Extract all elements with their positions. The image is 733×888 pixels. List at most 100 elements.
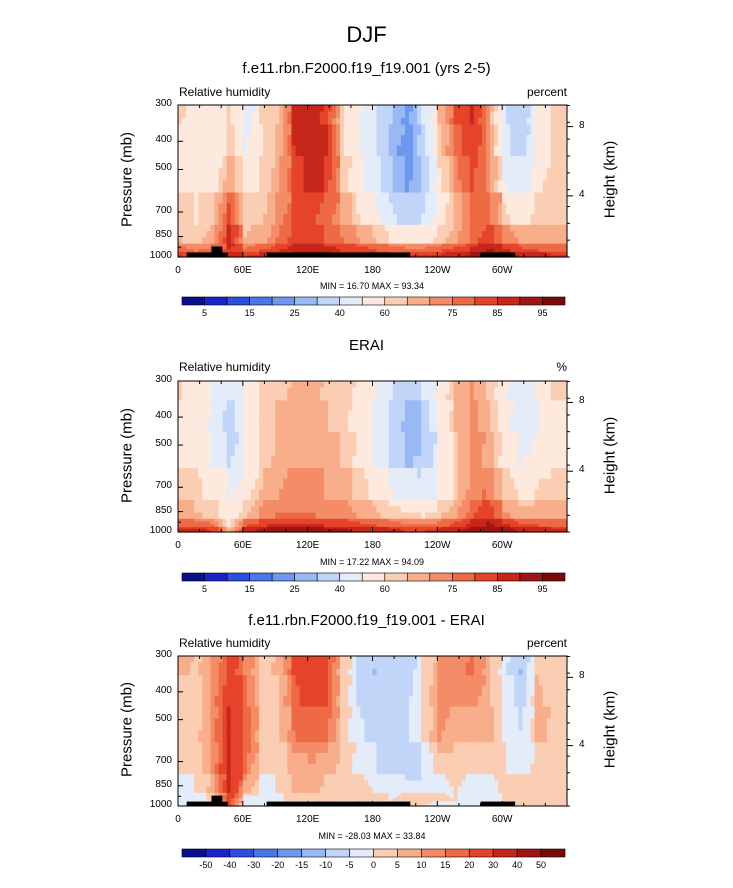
field-cell — [380, 105, 386, 113]
field-cell — [259, 249, 264, 253]
field-cell — [242, 455, 248, 469]
field-cell — [242, 253, 248, 256]
field-cell — [526, 180, 532, 194]
field-cell — [429, 105, 434, 113]
colorbar-swatch — [406, 572, 431, 582]
field-cell — [307, 400, 313, 412]
field-cell — [376, 455, 382, 469]
field-cell — [344, 455, 349, 469]
field-cell — [356, 224, 361, 232]
field-cell — [473, 730, 479, 743]
field-cell — [372, 410, 378, 422]
field-cell — [218, 410, 224, 422]
field-cell — [388, 145, 394, 157]
field-cell — [242, 135, 248, 147]
field-cell — [400, 478, 406, 490]
field-cell — [530, 443, 536, 457]
field-cell — [218, 443, 224, 457]
field-cell — [178, 203, 183, 215]
field-cell — [340, 393, 345, 401]
field-cell — [461, 500, 467, 507]
field-cell — [344, 668, 349, 676]
field-cell — [198, 718, 203, 732]
field-cell — [202, 180, 207, 194]
field-cell — [238, 410, 244, 422]
field-cell — [259, 124, 264, 136]
field-cell — [485, 500, 491, 507]
field-cell — [190, 111, 195, 119]
field-cell — [340, 224, 345, 232]
field-cell — [254, 696, 260, 708]
field-cell — [218, 180, 224, 194]
field-cell — [194, 506, 199, 514]
field-cell — [413, 180, 418, 194]
field-cell — [246, 387, 252, 395]
field-cell — [388, 168, 394, 182]
field-cell — [506, 246, 511, 250]
field-cell — [311, 249, 317, 253]
field-cell — [384, 381, 390, 389]
field-cell — [546, 224, 552, 232]
field-cell — [437, 443, 442, 457]
field-cell — [550, 237, 556, 245]
field-cell — [186, 518, 191, 523]
field-cell — [344, 685, 349, 697]
field-cell — [368, 214, 374, 226]
field-cell — [461, 168, 467, 182]
field-cell — [465, 214, 471, 226]
field-cell — [473, 443, 479, 457]
field-cell — [263, 506, 268, 514]
field-cell — [275, 381, 280, 389]
field-cell — [234, 489, 240, 501]
field-cell — [344, 675, 349, 687]
field-cell — [376, 203, 382, 215]
field-cell — [473, 400, 479, 412]
field-cell — [291, 478, 297, 490]
field-cell — [340, 521, 345, 525]
field-cell — [348, 387, 353, 395]
field-cell — [396, 387, 402, 395]
field-cell — [234, 410, 240, 422]
field-cell — [263, 393, 268, 401]
field-cell — [182, 526, 187, 530]
field-cell — [465, 706, 471, 720]
field-cell — [538, 224, 544, 232]
field-cell — [384, 455, 390, 469]
field-cell — [299, 214, 305, 226]
field-cell — [319, 524, 325, 528]
field-cell — [182, 246, 187, 250]
field-cell — [400, 231, 406, 238]
field-cell — [190, 662, 195, 670]
field-cell — [344, 524, 349, 528]
field-cell — [526, 381, 532, 389]
field-cell — [526, 506, 532, 514]
field-cell — [319, 180, 325, 194]
field-cell — [279, 243, 284, 248]
field-cell — [230, 393, 236, 401]
field-cell — [275, 224, 280, 232]
field-cell — [315, 145, 321, 157]
field-cell — [542, 387, 548, 395]
field-cell — [453, 105, 459, 113]
field-cell — [558, 443, 564, 457]
field-cell — [202, 478, 207, 490]
field-cell — [384, 478, 390, 490]
field-cell — [538, 696, 544, 708]
field-cell — [546, 124, 552, 136]
field-cell — [364, 231, 370, 238]
field-cell — [263, 124, 268, 136]
field-cell — [190, 410, 195, 422]
field-cell — [502, 675, 507, 687]
field-cell — [194, 421, 199, 433]
field-cell — [417, 500, 422, 507]
field-cell — [267, 203, 272, 215]
field-cell — [234, 530, 240, 533]
field-cell — [186, 246, 191, 250]
field-cell — [311, 203, 317, 215]
field-cell — [295, 512, 301, 520]
field-cell — [473, 387, 479, 395]
field-cell — [526, 512, 532, 520]
field-cell — [413, 467, 418, 480]
field-cell — [230, 696, 236, 708]
field-cell — [457, 237, 463, 245]
